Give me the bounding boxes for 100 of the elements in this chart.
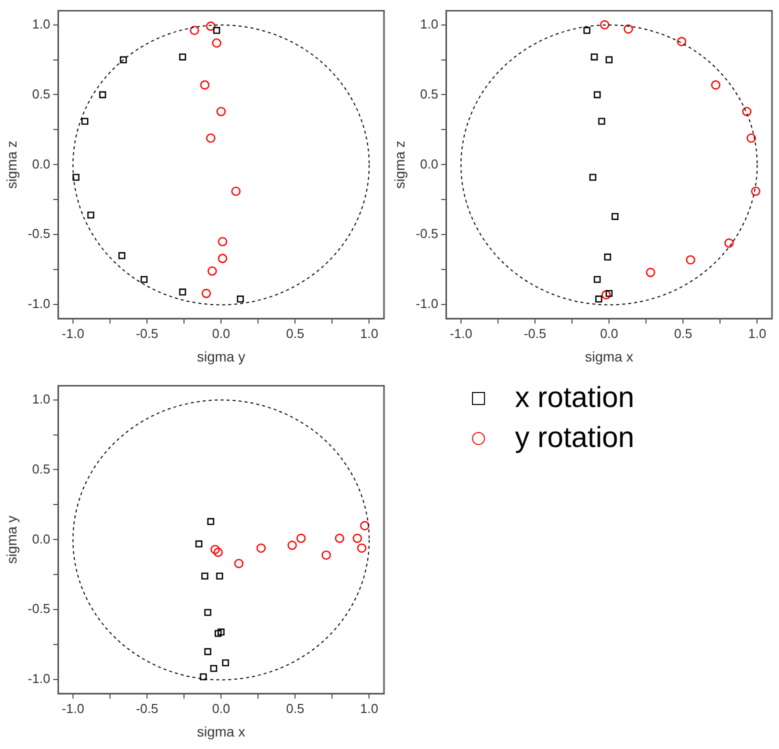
point xyxy=(210,664,218,672)
point xyxy=(212,38,222,48)
point xyxy=(334,534,344,543)
y-tick-label: 1.0 xyxy=(32,16,50,32)
y-tick-label: 1.0 xyxy=(32,391,50,406)
x-tick-label: -1.0 xyxy=(62,700,84,716)
point xyxy=(236,296,244,302)
x-tick-label: 0.5 xyxy=(674,326,692,341)
point xyxy=(218,254,228,264)
point xyxy=(216,106,226,116)
y-tick-label: 0.0 xyxy=(32,156,50,172)
point xyxy=(195,540,202,548)
legend-label: y rotation xyxy=(515,421,634,456)
x-tick-label: 0.0 xyxy=(212,326,230,341)
y-tick-label: -0.5 xyxy=(416,226,438,242)
x-tick-label: 1.0 xyxy=(360,326,378,341)
point xyxy=(742,106,752,116)
x-tick-label: -1.0 xyxy=(450,326,472,341)
x-tick-label: -0.5 xyxy=(136,326,158,341)
x-tick-label: 0.5 xyxy=(286,700,304,716)
y-tick-label: -0.5 xyxy=(28,601,50,616)
point xyxy=(208,266,217,276)
point xyxy=(204,648,212,656)
point xyxy=(598,118,606,125)
point xyxy=(118,252,126,260)
point xyxy=(360,521,370,530)
point xyxy=(140,276,148,283)
x-tick-label: 0.0 xyxy=(212,700,230,716)
point xyxy=(214,630,222,637)
y-tick-label: 0.0 xyxy=(32,531,50,546)
point xyxy=(751,186,760,196)
point xyxy=(206,133,216,143)
point xyxy=(81,118,88,125)
x-axis-title: sigma x xyxy=(584,348,634,364)
point xyxy=(206,22,216,31)
y-tick-label: 0.0 xyxy=(420,156,438,172)
point xyxy=(207,518,214,525)
point xyxy=(202,288,211,298)
point xyxy=(604,254,612,261)
point xyxy=(99,91,106,98)
x-tick-label: 1.0 xyxy=(360,700,378,716)
point xyxy=(322,550,331,560)
legend-label: x rotation xyxy=(515,381,634,416)
y-tick-label: -1.0 xyxy=(28,296,50,312)
point xyxy=(583,26,590,34)
x-tick-label: 1.0 xyxy=(748,326,766,341)
point xyxy=(590,53,598,60)
x-axis-title: sigma y xyxy=(196,348,246,364)
x-tick-label: -0.5 xyxy=(524,326,546,341)
point xyxy=(686,255,696,264)
point xyxy=(600,20,610,30)
point xyxy=(120,56,127,64)
point xyxy=(677,36,686,46)
point xyxy=(213,548,223,557)
point xyxy=(646,268,656,278)
point xyxy=(87,212,94,219)
point xyxy=(222,659,230,666)
x-tick-label: -1.0 xyxy=(62,326,84,341)
point xyxy=(595,296,602,302)
point xyxy=(210,544,220,554)
point xyxy=(72,174,80,181)
y-tick-label: -1.0 xyxy=(28,671,50,686)
point xyxy=(216,572,224,580)
point xyxy=(724,238,734,248)
point xyxy=(746,133,756,143)
y-tick-label: 0.5 xyxy=(420,86,438,102)
point xyxy=(179,288,186,296)
point xyxy=(594,91,601,98)
point xyxy=(213,26,220,34)
y-tick-label: 0.5 xyxy=(32,86,50,102)
point xyxy=(711,80,720,90)
point xyxy=(601,290,611,300)
point xyxy=(200,673,207,680)
x-tick-label: 0.0 xyxy=(600,326,618,341)
y-axis-title: sigma y xyxy=(3,516,20,564)
point xyxy=(218,628,225,636)
point xyxy=(218,237,228,246)
y-tick-label: 0.5 xyxy=(32,461,50,476)
point xyxy=(606,56,613,64)
x-tick-label: -0.5 xyxy=(136,700,158,716)
x-tick-label: 0.5 xyxy=(286,326,304,341)
y-axis-title: sigma z xyxy=(3,140,20,189)
point xyxy=(352,534,362,543)
point xyxy=(204,608,212,616)
point xyxy=(190,26,200,36)
point xyxy=(200,80,210,90)
y-axis-title: sigma z xyxy=(391,140,408,189)
y-tick-label: 1.0 xyxy=(420,16,438,32)
point xyxy=(594,276,601,283)
y-tick-label: -1.0 xyxy=(416,296,438,312)
point xyxy=(296,534,306,543)
y-tick-label: -0.5 xyxy=(28,226,50,242)
point xyxy=(179,53,186,60)
point xyxy=(606,290,613,297)
point xyxy=(357,543,366,553)
point xyxy=(231,186,241,196)
x-axis-title: sigma x xyxy=(196,723,246,740)
point xyxy=(201,572,208,580)
point xyxy=(256,543,266,553)
point xyxy=(612,212,619,220)
